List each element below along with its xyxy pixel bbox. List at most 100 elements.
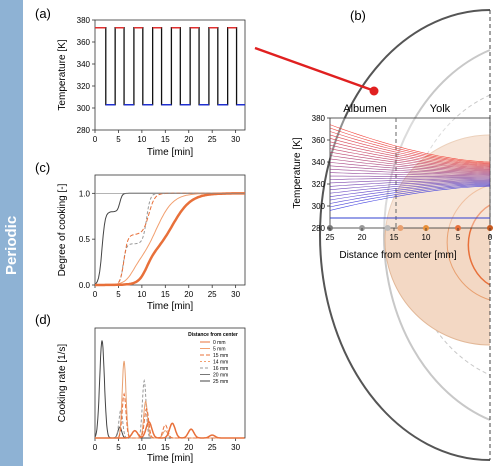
chart-b-marker-3 xyxy=(397,225,404,231)
chart-b-xlabel: Distance from center [mm] xyxy=(339,250,456,261)
chart-b-ytick-label-1: 300 xyxy=(312,202,326,211)
chart-a-ticks: 0 5 10 15 20 25 30 280 300 320 340 360 380 xyxy=(77,16,241,144)
chart-b-profile-11 xyxy=(329,172,491,176)
chart-b-ticks: 25 20 15 10 5 0 280 300 320 340 360 380 xyxy=(312,114,493,242)
yolk-ring-core xyxy=(467,204,491,286)
chart-d-legend-entry-0: 0 mm xyxy=(213,340,226,346)
chart-d-curves xyxy=(94,340,245,439)
chart-c-xtick-label-3: 15 xyxy=(161,290,170,299)
chart-b-profile-15 xyxy=(329,158,491,172)
chart-b-ytick-label-3: 340 xyxy=(312,158,326,167)
chart-b-ytick-label-2: 320 xyxy=(312,180,326,189)
chart-b-ytick-label-4: 360 xyxy=(312,136,326,145)
chart-a-ylabel: Temperature [K] xyxy=(57,39,68,110)
chart-a-series-temperature xyxy=(95,27,245,106)
chart-c-frame xyxy=(94,174,246,286)
chart-b-profile-12 xyxy=(329,168,490,175)
chart-b-profile-7 xyxy=(329,179,491,187)
chart-a-ytick-label-1: 300 xyxy=(77,104,91,113)
chart-b-profile-17 xyxy=(329,151,491,170)
chart-b-ytick-label-5: 380 xyxy=(312,114,326,123)
chart-a-xtick-label-4: 20 xyxy=(184,135,193,144)
chart-b-profile-14 xyxy=(329,162,490,173)
chart-d-xtick-label-6: 30 xyxy=(231,443,240,452)
chart-d-legend-entry-3: 14 mm xyxy=(213,360,228,366)
chart-b-xtick-label-3: 10 xyxy=(422,233,431,242)
chart-c-xtick-label-5: 25 xyxy=(208,290,217,299)
chart-c-curve-0 xyxy=(94,192,245,285)
chart-c-xtick-label-4: 20 xyxy=(184,290,193,299)
chart-a-xtick-label-2: 10 xyxy=(137,135,146,144)
chart-b-profile-19 xyxy=(329,144,491,169)
chart-d-xlabel: Time [min] xyxy=(147,453,194,464)
sidebar-band: Periodic xyxy=(0,0,23,466)
chart-d-xtick-label-1: 5 xyxy=(116,443,121,452)
chart-b-profile-4 xyxy=(329,182,491,197)
chart-d-legend-entry-5: 20 mm xyxy=(213,373,228,379)
chart-b-profile-6 xyxy=(329,180,490,191)
chart-c-xtick-label-2: 10 xyxy=(137,290,146,299)
chart-b-xtick-label-0: 25 xyxy=(326,233,335,242)
chart-c-curve-3 xyxy=(95,192,245,286)
chart-c-curves xyxy=(94,192,245,287)
chart-c-ticks: 0 5 10 15 20 25 30 0.0 0.5 1.0 xyxy=(79,189,241,299)
chart-c-xlabel: Time [min] xyxy=(147,301,194,312)
chart-b-curves xyxy=(327,124,493,231)
chart-a-ytick-label-3: 340 xyxy=(77,60,91,69)
chart-a-ytick-label-5: 380 xyxy=(77,16,91,25)
chart-b-xtick-label-1: 20 xyxy=(358,233,367,242)
chart-b-region-albumen: Albumen xyxy=(343,103,386,115)
chart-a: 0 5 10 15 20 25 30 280 300 320 340 360 380 Time [min… xyxy=(57,16,246,158)
chart-b-profile-9 xyxy=(329,177,490,180)
chart-a-xtick-label-3: 15 xyxy=(161,135,170,144)
panel-label-a: (a) xyxy=(35,6,51,21)
chart-d-xtick-label-0: 0 xyxy=(93,443,98,452)
panel-label-c: (c) xyxy=(35,160,50,175)
chart-b-profile-5 xyxy=(329,181,490,194)
chart-d-curve-4 xyxy=(95,421,245,439)
chart-d-legend-title: Distance from center xyxy=(188,332,238,338)
panel-label-b: (b) xyxy=(350,8,366,23)
chart-c-ytick-label-1: 0.5 xyxy=(79,235,91,244)
chart-a-xtick-label-0: 0 xyxy=(93,135,98,144)
chart-b-xtick-label-2: 15 xyxy=(390,233,399,242)
chart-a-ytick-label-0: 280 xyxy=(77,126,91,135)
chart-b-profile-1 xyxy=(329,184,491,208)
chart-c-xtick-label-6: 30 xyxy=(231,290,240,299)
egg-schematic xyxy=(319,9,491,461)
chart-b-region-yolk: Yolk xyxy=(430,103,451,115)
chart-b-ylabel: Temperature [K] xyxy=(292,137,303,208)
chart-c: 0 5 10 15 20 25 30 0.0 0.5 1.0 Time [min] Degree … xyxy=(57,174,246,312)
chart-b-marker-2 xyxy=(384,225,391,231)
chart-c-curve-1 xyxy=(95,192,245,286)
chart-b-profile-13 xyxy=(329,165,490,174)
chart-b-profile-8 xyxy=(329,178,490,184)
chart-d-xtick-label-5: 25 xyxy=(208,443,217,452)
chart-c-ytick-label-2: 1.0 xyxy=(79,189,91,198)
chart-b-profile-23 xyxy=(329,131,491,165)
chart-b-profile-22 xyxy=(329,134,491,166)
chart-b: 25 20 15 10 5 0 280 300 320 340 360 380 Albumen Yol… xyxy=(292,103,493,261)
chart-c-curve-4 xyxy=(95,192,245,287)
chart-d-legend-entry-1: 5 mm xyxy=(213,347,226,353)
chart-d-xtick-label-2: 10 xyxy=(137,443,146,452)
chart-d-legend-entry-6: 25 mm xyxy=(213,379,228,385)
egg-inner-shell xyxy=(382,49,491,421)
chart-a-xtick-label-6: 30 xyxy=(231,135,240,144)
chart-b-profile-3 xyxy=(329,183,491,201)
yolk-ring-inner xyxy=(446,184,491,301)
chart-c-ytick-label-0: 0.0 xyxy=(79,281,91,290)
chart-c-xtick-label-0: 0 xyxy=(93,290,98,299)
chart-a-ytick-label-2: 320 xyxy=(77,82,91,91)
chart-d: 0 5 10 15 20 25 30 Distance from center 0 mm5 … xyxy=(57,327,246,464)
chart-b-profile-24 xyxy=(329,127,491,164)
chart-a-frame xyxy=(94,19,246,131)
chart-b-profile-20 xyxy=(329,141,491,168)
chart-c-xtick-label-1: 5 xyxy=(116,290,121,299)
chart-b-profile-18 xyxy=(329,148,491,170)
chart-d-ylabel: Cooking rate [1/s] xyxy=(57,344,68,423)
chart-d-xtick-label-4: 20 xyxy=(184,443,193,452)
chart-d-curve-1 xyxy=(95,378,245,439)
